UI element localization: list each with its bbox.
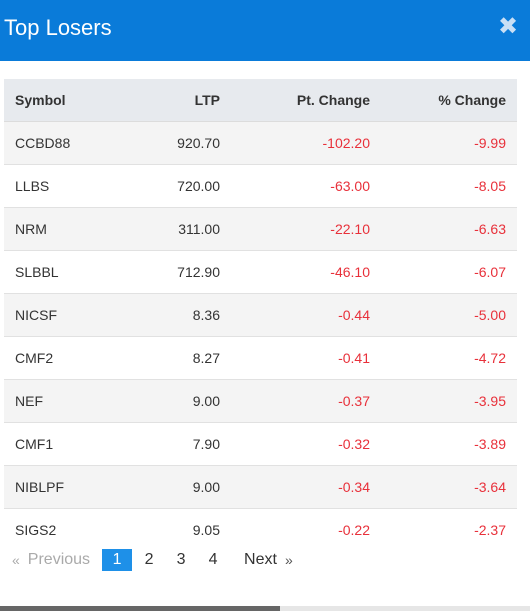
header-pct-change[interactable]: % Change: [370, 79, 517, 122]
top-losers-table-container: Symbol LTP Pt. Change % Change CCBD88 92…: [4, 79, 517, 551]
header-symbol[interactable]: Symbol: [4, 79, 115, 122]
prev-arrow-icon: «: [12, 552, 20, 568]
cell-ltp: 9.05: [115, 508, 220, 551]
table-row: NRM 311.00 -22.10 -6.63: [4, 207, 517, 251]
cell-pct-change: -6.63: [370, 207, 517, 251]
modal-title: Top Losers: [4, 15, 112, 40]
header-ltp[interactable]: LTP: [115, 79, 220, 122]
cell-ltp: 712.90: [115, 250, 220, 294]
table-row: CCBD88 920.70 -102.20 -9.99: [4, 121, 517, 165]
cell-pt-change: -0.34: [220, 465, 370, 509]
cell-symbol[interactable]: CMF2: [4, 336, 115, 380]
page-1-button[interactable]: 1: [102, 549, 133, 571]
cell-symbol[interactable]: NEF: [4, 379, 115, 423]
top-losers-table: Symbol LTP Pt. Change % Change CCBD88 92…: [4, 79, 517, 551]
cell-pct-change: -2.37: [370, 508, 517, 551]
cell-symbol[interactable]: CCBD88: [4, 121, 115, 165]
next-arrow-icon[interactable]: »: [284, 552, 293, 568]
cell-pct-change: -3.64: [370, 465, 517, 509]
cell-pt-change: -46.10: [220, 250, 370, 294]
cell-ltp: 8.27: [115, 336, 220, 380]
cell-pct-change: -9.99: [370, 121, 517, 165]
header-pt-change[interactable]: Pt. Change: [220, 79, 370, 122]
cell-pct-change: -5.00: [370, 293, 517, 337]
table-row: CMF2 8.27 -0.41 -4.72: [4, 336, 517, 380]
horizontal-scrollbar[interactable]: [0, 606, 530, 611]
cell-symbol[interactable]: CMF1: [4, 422, 115, 466]
table-header-row: Symbol LTP Pt. Change % Change: [4, 79, 517, 122]
cell-pct-change: -3.89: [370, 422, 517, 466]
page-4-button[interactable]: 4: [208, 551, 218, 568]
table-row: SIGS2 9.05 -0.22 -2.37: [4, 508, 517, 551]
table-row: NIBLPF 9.00 -0.34 -3.64: [4, 465, 517, 509]
table-row: NEF 9.00 -0.37 -3.95: [4, 379, 517, 423]
next-button[interactable]: Next: [244, 551, 277, 568]
previous-button: Previous: [27, 551, 91, 568]
cell-pt-change: -63.00: [220, 164, 370, 208]
table-row: NICSF 8.36 -0.44 -5.00: [4, 293, 517, 337]
cell-pt-change: -0.41: [220, 336, 370, 380]
cell-pt-change: -0.44: [220, 293, 370, 337]
cell-symbol[interactable]: SIGS2: [4, 508, 115, 551]
cell-ltp: 8.36: [115, 293, 220, 337]
page-2-button[interactable]: 2: [144, 551, 154, 568]
cell-pct-change: -3.95: [370, 379, 517, 423]
cell-pct-change: -8.05: [370, 164, 517, 208]
table-row: CMF1 7.90 -0.32 -3.89: [4, 422, 517, 466]
close-icon[interactable]: ✖: [498, 13, 519, 40]
modal-header: Top Losers ✖: [0, 0, 530, 61]
cell-ltp: 7.90: [115, 422, 220, 466]
cell-symbol[interactable]: NIBLPF: [4, 465, 115, 509]
cell-symbol[interactable]: NICSF: [4, 293, 115, 337]
cell-ltp: 311.00: [115, 207, 220, 251]
cell-ltp: 720.00: [115, 164, 220, 208]
cell-ltp: 920.70: [115, 121, 220, 165]
cell-ltp: 9.00: [115, 465, 220, 509]
scrollbar-thumb[interactable]: [0, 606, 280, 611]
cell-symbol[interactable]: LLBS: [4, 164, 115, 208]
cell-pct-change: -6.07: [370, 250, 517, 294]
pagination: « Previous 1 2 3 4 Next »: [12, 549, 293, 571]
cell-pt-change: -102.20: [220, 121, 370, 165]
table-row: SLBBL 712.90 -46.10 -6.07: [4, 250, 517, 294]
cell-symbol[interactable]: NRM: [4, 207, 115, 251]
page-3-button[interactable]: 3: [176, 551, 186, 568]
cell-pct-change: -4.72: [370, 336, 517, 380]
table-row: LLBS 720.00 -63.00 -8.05: [4, 164, 517, 208]
cell-pt-change: -22.10: [220, 207, 370, 251]
cell-ltp: 9.00: [115, 379, 220, 423]
cell-pt-change: -0.37: [220, 379, 370, 423]
cell-symbol[interactable]: SLBBL: [4, 250, 115, 294]
cell-pt-change: -0.32: [220, 422, 370, 466]
cell-pt-change: -0.22: [220, 508, 370, 551]
